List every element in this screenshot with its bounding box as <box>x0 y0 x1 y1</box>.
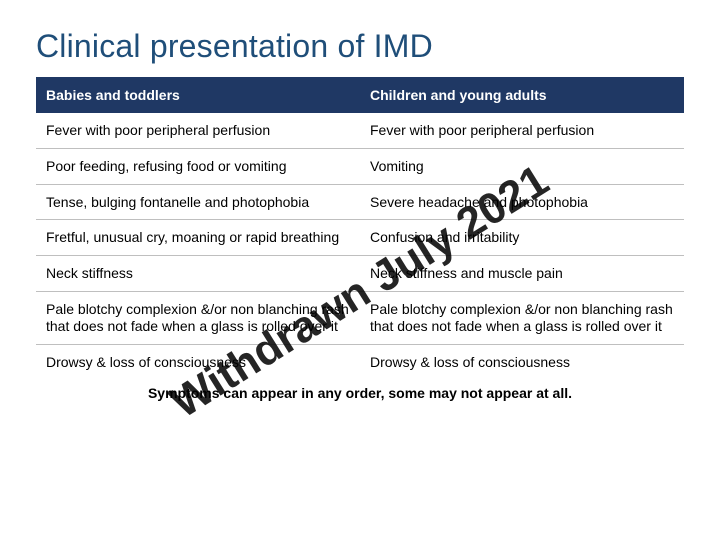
table-row: Drowsy & loss of consciousness Drowsy & … <box>36 344 684 379</box>
table-row: Tense, bulging fontanelle and photophobi… <box>36 184 684 220</box>
cell: Fever with poor peripheral perfusion <box>360 113 684 148</box>
cell: Drowsy & loss of consciousness <box>360 344 684 379</box>
table-header-row: Babies and toddlers Children and young a… <box>36 77 684 113</box>
table-row: Neck stiffness Neck stiffness and muscle… <box>36 256 684 292</box>
cell: Pale blotchy complexion &/or non blanchi… <box>36 291 360 344</box>
cell: Vomiting <box>360 148 684 184</box>
page-title: Clinical presentation of IMD <box>36 28 684 65</box>
cell: Drowsy & loss of consciousness <box>36 344 360 379</box>
table-row: Fever with poor peripheral perfusion Fev… <box>36 113 684 148</box>
cell: Poor feeding, refusing food or vomiting <box>36 148 360 184</box>
cell: Fever with poor peripheral perfusion <box>36 113 360 148</box>
cell: Confusion and irritability <box>360 220 684 256</box>
cell: Neck stiffness and muscle pain <box>360 256 684 292</box>
table-row: Pale blotchy complexion &/or non blanchi… <box>36 291 684 344</box>
col-header-children: Children and young adults <box>360 77 684 113</box>
col-header-babies: Babies and toddlers <box>36 77 360 113</box>
cell: Pale blotchy complexion &/or non blanchi… <box>360 291 684 344</box>
table-row: Poor feeding, refusing food or vomiting … <box>36 148 684 184</box>
comparison-table: Babies and toddlers Children and young a… <box>36 77 684 379</box>
cell: Fretful, unusual cry, moaning or rapid b… <box>36 220 360 256</box>
cell: Neck stiffness <box>36 256 360 292</box>
slide: Clinical presentation of IMD Babies and … <box>0 0 720 540</box>
table-row: Fretful, unusual cry, moaning or rapid b… <box>36 220 684 256</box>
cell: Severe headache and photophobia <box>360 184 684 220</box>
footnote: Symptoms can appear in any order, some m… <box>36 385 684 401</box>
cell: Tense, bulging fontanelle and photophobi… <box>36 184 360 220</box>
